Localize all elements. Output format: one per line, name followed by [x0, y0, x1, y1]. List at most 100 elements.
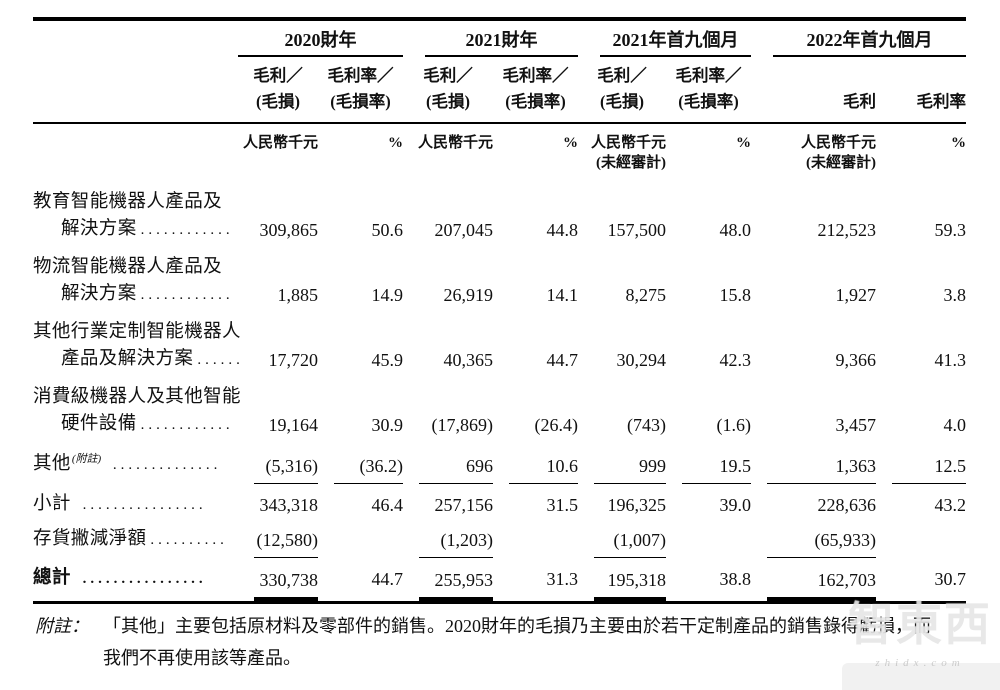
row-label: 物流智能機器人產品及 解決方案............	[33, 257, 234, 304]
double-rule	[254, 596, 318, 601]
value-cell: 39.0	[719, 494, 752, 515]
period-header-fy2021: 2021財年	[403, 19, 578, 57]
value-cell: 8,275	[625, 285, 667, 305]
value-cell: 30.9	[371, 415, 404, 435]
col-header-gp-9m2022: 毛利	[751, 57, 876, 124]
value-cell	[876, 519, 966, 559]
col-header-gp-fy2021: 毛利／ (毛損)	[403, 57, 493, 124]
label-column-header	[33, 19, 238, 57]
row-label: 小計 ................	[33, 493, 207, 514]
value-cell: 48.0	[719, 220, 752, 240]
row-label: 教育智能機器人產品及 解決方案............	[33, 192, 234, 239]
value-cell: (1.6)	[716, 415, 752, 435]
value-cell: 1,927	[835, 285, 877, 305]
value-cell: (36.2)	[318, 439, 403, 484]
value-cell: (26.4)	[534, 415, 579, 435]
dot-leader: ................	[74, 571, 207, 588]
gross-profit-table-wrap: 2020財年 2021財年 2021年首九個月 2022年首九個月 毛利／ (毛損…	[33, 17, 966, 604]
footnote-text: 「其他」主要包括原材料及零部件的銷售。2020財年的毛損乃主要由於若干定制產品的…	[103, 610, 931, 674]
unit-pct-9m2022: %	[951, 135, 966, 151]
value-cell: 3,457	[835, 415, 877, 435]
dot-leader: ............	[140, 222, 234, 238]
value-cell: 195,318	[578, 558, 666, 602]
value-cell: 26,919	[443, 285, 494, 305]
value-cell: 14.9	[371, 285, 404, 305]
value-cell: 14.1	[546, 285, 579, 305]
value-cell: 19,164	[268, 415, 319, 435]
unit-rmb-fy2021: 人民幣千元	[417, 135, 493, 151]
value-cell: 330,738	[238, 558, 318, 602]
dot-leader: ................	[74, 496, 207, 513]
value-cell: (1,203)	[403, 519, 493, 559]
footnote-line-2: 我們不再使用該等產品。	[103, 648, 301, 668]
unit-pct-fy2021: %	[563, 135, 578, 151]
footnote-line-1: 「其他」主要包括原材料及零部件的銷售。2020財年的毛損乃主要由於若干定制產品的…	[103, 616, 931, 636]
row-label: 其他(附註) ..............	[33, 453, 222, 475]
value-cell: 38.8	[719, 569, 752, 590]
value-cell: 15.8	[719, 285, 752, 305]
row-consumer-robots: 消費級機器人及其他智能 硬件設備............ 19,164 30.9 …	[33, 374, 966, 439]
value-cell: 31.3	[546, 569, 579, 590]
col-header-margin-fy2020: 毛利率／ (毛損率)	[318, 57, 403, 124]
value-cell: 19.5	[666, 439, 751, 484]
value-cell: 44.8	[546, 220, 579, 240]
value-cell: 46.4	[371, 494, 404, 515]
value-cell: 343,318	[259, 494, 319, 515]
value-cell: 12.5	[876, 439, 966, 484]
value-cell: (65,933)	[751, 519, 876, 559]
dot-leader: ..............	[105, 457, 222, 474]
value-cell	[666, 519, 751, 559]
units-row: 人民幣千元 % 人民幣千元 % 人民幣千元 (未經審計) % 人民幣千元 (未經審計…	[33, 123, 966, 179]
value-cell: (743)	[627, 415, 666, 435]
unit-pct-9m2021: %	[736, 135, 751, 151]
double-rule	[419, 596, 493, 601]
value-cell: 9,366	[835, 350, 877, 370]
dot-leader: ......	[197, 352, 244, 368]
row-custom-industry-robots: 其他行業定制智能機器人 產品及解決方案...... 17,720 45.9 40,…	[33, 309, 966, 374]
value-cell: 257,156	[434, 494, 494, 515]
value-cell: 17,720	[268, 350, 319, 370]
double-rule	[767, 596, 876, 601]
value-cell: 45.9	[371, 350, 404, 370]
col-header-margin-9m2022: 毛利率	[876, 57, 966, 124]
value-cell: 42.3	[719, 350, 752, 370]
value-cell: 196,325	[607, 494, 667, 515]
row-education-robots: 教育智能機器人產品及 解決方案............ 309,865 50.6 …	[33, 179, 966, 244]
note-superscript: (附註)	[71, 453, 102, 465]
value-cell: 162,703	[751, 558, 876, 602]
value-cell: 41.3	[934, 350, 967, 370]
period-header-row: 2020財年 2021財年 2021年首九個月 2022年首九個月	[33, 19, 966, 57]
value-cell: 44.7	[546, 350, 579, 370]
value-cell: 696	[403, 439, 493, 484]
dot-leader: ............	[140, 287, 234, 303]
value-cell: 228,636	[817, 494, 877, 515]
value-cell	[493, 519, 578, 559]
row-logistics-robots: 物流智能機器人產品及 解決方案............ 1,885 14.9 26…	[33, 244, 966, 309]
col-header-gp-fy2020: 毛利／ (毛損)	[238, 57, 318, 124]
value-cell: 207,045	[434, 220, 494, 240]
row-label: 其他行業定制智能機器人 產品及解決方案......	[33, 322, 244, 369]
value-cell: 30,294	[616, 350, 667, 370]
value-cell: 212,523	[817, 220, 877, 240]
col-header-margin-fy2021: 毛利率／ (毛損率)	[493, 57, 578, 124]
corner-shade	[842, 663, 1000, 690]
value-cell: 50.6	[371, 220, 404, 240]
label-column-header	[33, 57, 238, 124]
col-header-gp-9m2021: 毛利／ (毛損)	[578, 57, 666, 124]
value-cell	[318, 519, 403, 559]
value-cell: (17,869)	[431, 415, 494, 435]
period-header-9m2022: 2022年首九個月	[751, 19, 966, 57]
dot-leader: ..........	[150, 531, 228, 548]
row-subtotal: 小計 ................ 343,318 46.4 257,156…	[33, 484, 966, 519]
gross-profit-table: 2020財年 2021財年 2021年首九個月 2022年首九個月 毛利／ (毛損…	[33, 17, 966, 604]
row-inventory-writedown: 存貨撇減淨額.......... (12,580) (1,203) (1,007…	[33, 519, 966, 559]
row-total: 總計 ................ 330,738 44.7 255,953…	[33, 558, 966, 602]
row-others: 其他(附註) .............. (5,316) (36.2) 696…	[33, 439, 966, 484]
row-label: 消費級機器人及其他智能 硬件設備............	[33, 387, 241, 434]
value-cell: 31.5	[546, 494, 579, 515]
row-label: 存貨撇減淨額..........	[33, 528, 228, 549]
dot-leader: ............	[140, 417, 234, 433]
value-cell: 44.7	[371, 569, 404, 590]
value-cell: 4.0	[943, 415, 967, 435]
value-cell: 999	[578, 439, 666, 484]
